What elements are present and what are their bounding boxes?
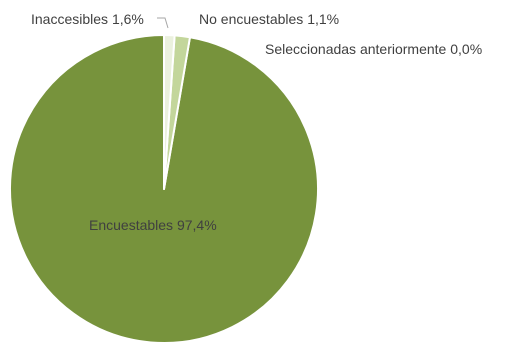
label-no-encuestables: No encuestables 1,1% <box>199 11 339 27</box>
label-seleccionadas-anteriormente: Seleccionadas anteriormente 0,0% <box>265 41 482 57</box>
pie-slices <box>9 34 319 343</box>
label-encuestables: Encuestables 97,4% <box>89 217 217 233</box>
leader-line-inaccesibles <box>157 17 169 29</box>
pie-slice-no-encuestables <box>163 34 176 190</box>
label-inaccesibles: Inaccesibles 1,6% <box>31 11 144 27</box>
